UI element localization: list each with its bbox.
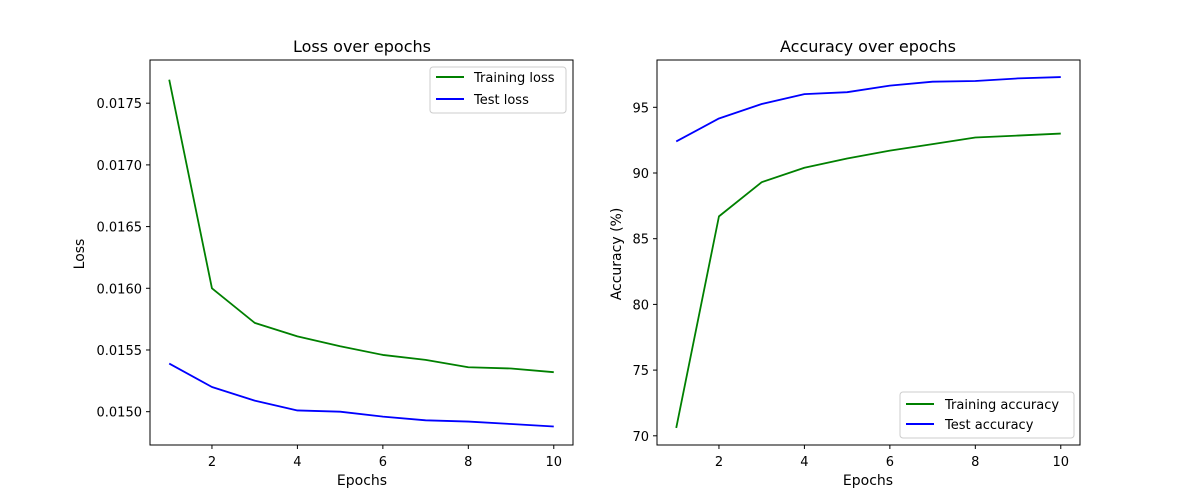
accuracy-chart-title: Accuracy over epochs	[780, 37, 956, 56]
accuracy-ytick-label: 95	[632, 101, 649, 116]
accuracy-legend-label-test: Test accuracy	[944, 418, 1034, 433]
accuracy-series-line-test	[675, 76, 1061, 143]
accuracy-ytick-label: 85	[632, 233, 649, 248]
loss-chart-frame	[149, 59, 574, 446]
loss-ytick-label: 0.0165	[97, 221, 143, 236]
accuracy-xtick-label: 10	[1052, 455, 1069, 470]
loss-xtick-label: 4	[293, 455, 301, 470]
loss-chart-legend: Training loss Test loss	[429, 66, 567, 114]
loss-ytick-label: 0.0170	[97, 159, 143, 174]
loss-ytick-label: 0.0160	[97, 282, 143, 297]
accuracy-chart-ticks: 2 4 6 8 10 70 75 80 85 90 95	[632, 101, 1069, 470]
accuracy-ytick-label: 75	[632, 364, 649, 379]
accuracy-legend-box	[899, 391, 1075, 439]
accuracy-xtick-label: 4	[800, 455, 808, 470]
loss-ytick-label: 0.0175	[97, 97, 143, 112]
loss-legend-label-training: Training loss	[473, 71, 555, 86]
accuracy-chart-legend: Training accuracy Test accuracy	[899, 391, 1075, 439]
loss-xtick-label: 8	[464, 455, 472, 470]
accuracy-chart-frame	[656, 59, 1081, 446]
loss-legend-label-test: Test loss	[473, 93, 529, 108]
loss-ytick-label: 0.0155	[97, 344, 143, 359]
loss-chart-ticks: 2 4 6 8 10 0.0150 0.0155 0.0160 0.0165 0.0170 0.01…	[97, 97, 563, 470]
accuracy-legend-label-training: Training accuracy	[944, 398, 1059, 413]
loss-series-line-training	[168, 79, 554, 374]
loss-legend-box	[429, 66, 567, 114]
accuracy-ytick-label: 70	[632, 430, 649, 445]
accuracy-xtick-label: 2	[715, 455, 723, 470]
loss-chart: Loss over epochs Epochs Loss 2 4 6 8 10 0.015…	[72, 37, 574, 489]
loss-chart-xlabel: Epochs	[337, 473, 387, 489]
accuracy-xtick-label: 6	[886, 455, 894, 470]
loss-xtick-label: 10	[545, 455, 562, 470]
loss-xtick-label: 6	[379, 455, 387, 470]
accuracy-xtick-label: 8	[971, 455, 979, 470]
accuracy-ytick-label: 90	[632, 167, 649, 182]
accuracy-chart-ylabel: Accuracy (%)	[609, 208, 625, 301]
accuracy-ytick-label: 80	[632, 298, 649, 313]
accuracy-chart-xlabel: Epochs	[843, 473, 893, 489]
loss-ytick-label: 0.0150	[97, 406, 143, 421]
accuracy-series-line-training	[675, 132, 1061, 429]
loss-chart-lines	[168, 79, 554, 428]
loss-series-line-test	[168, 362, 554, 428]
loss-xtick-label: 2	[208, 455, 216, 470]
loss-chart-ylabel: Loss	[72, 239, 88, 270]
loss-chart-title: Loss over epochs	[293, 37, 431, 56]
accuracy-chart: Accuracy over epochs Epochs Accuracy (%)…	[609, 37, 1081, 489]
accuracy-chart-lines	[675, 76, 1061, 429]
